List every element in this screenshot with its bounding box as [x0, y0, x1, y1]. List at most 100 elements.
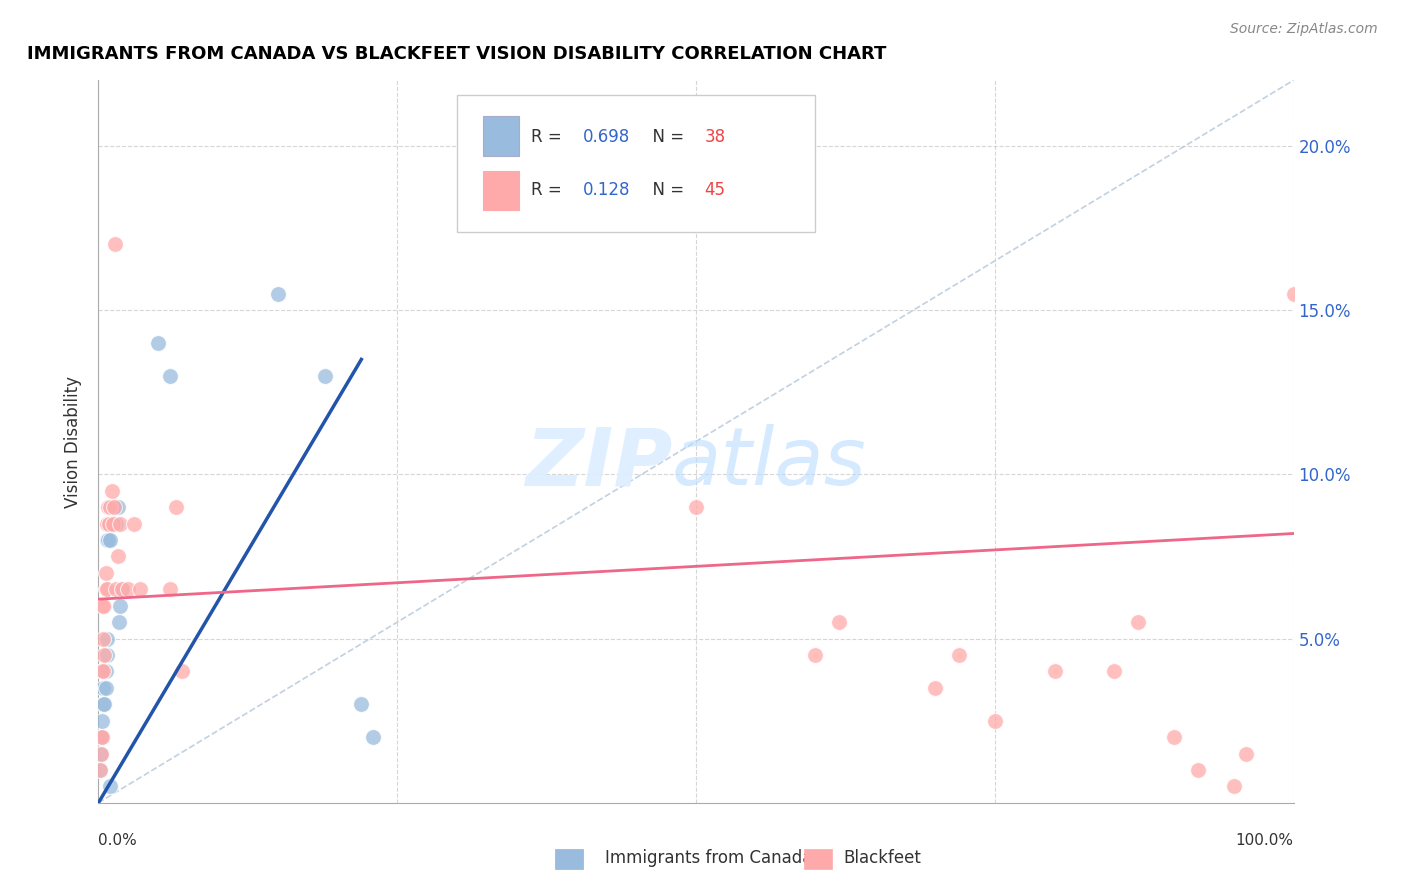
Point — [98, 780, 122, 794]
Point — [94, 665, 117, 679]
Point — [91, 632, 114, 646]
Point — [148, 336, 170, 351]
Point — [101, 516, 124, 531]
Point — [129, 582, 152, 597]
Point — [105, 582, 128, 597]
Point — [315, 368, 337, 383]
Point — [98, 533, 122, 547]
Point — [103, 516, 125, 531]
Point — [97, 533, 120, 547]
Point — [89, 763, 111, 777]
Point — [267, 286, 290, 301]
Point — [363, 730, 385, 744]
Point — [100, 516, 122, 531]
Text: 0.0%: 0.0% — [98, 833, 138, 848]
Point — [94, 681, 117, 695]
Point — [91, 665, 114, 679]
Point — [1187, 763, 1209, 777]
Point — [159, 582, 181, 597]
Point — [91, 730, 114, 744]
Text: 45: 45 — [704, 181, 725, 199]
Point — [98, 516, 121, 531]
FancyBboxPatch shape — [484, 170, 519, 211]
Point — [124, 516, 146, 531]
Text: Blackfeet: Blackfeet — [844, 849, 921, 867]
Point — [91, 665, 114, 679]
Point — [1234, 747, 1257, 761]
Point — [101, 500, 124, 515]
Point — [828, 615, 851, 630]
Point — [924, 681, 946, 695]
Point — [984, 714, 1007, 728]
Point — [93, 648, 115, 662]
Point — [98, 500, 121, 515]
Point — [93, 665, 115, 679]
Point — [98, 500, 122, 515]
Point — [350, 698, 373, 712]
FancyBboxPatch shape — [484, 116, 519, 156]
Text: 100.0%: 100.0% — [1236, 833, 1294, 848]
Text: N =: N = — [643, 128, 689, 145]
Text: atlas: atlas — [672, 425, 868, 502]
Point — [100, 483, 122, 498]
Text: Source: ZipAtlas.com: Source: ZipAtlas.com — [1230, 22, 1378, 37]
Point — [159, 368, 181, 383]
FancyBboxPatch shape — [457, 95, 815, 232]
Point — [111, 582, 134, 597]
Y-axis label: Vision Disability: Vision Disability — [65, 376, 83, 508]
Point — [103, 500, 125, 515]
Point — [91, 681, 114, 695]
Point — [1223, 780, 1246, 794]
Point — [804, 648, 827, 662]
Point — [90, 730, 112, 744]
Point — [89, 763, 111, 777]
Point — [165, 500, 187, 515]
Point — [172, 665, 194, 679]
Point — [91, 730, 114, 744]
Point — [96, 648, 118, 662]
Point — [105, 516, 128, 531]
Point — [96, 533, 118, 547]
Point — [107, 500, 129, 515]
Point — [1128, 615, 1150, 630]
Point — [107, 549, 129, 564]
Text: 0.128: 0.128 — [582, 181, 630, 199]
Point — [90, 747, 112, 761]
Point — [685, 500, 707, 515]
Point — [103, 500, 125, 515]
Point — [1163, 730, 1185, 744]
Point — [96, 516, 118, 531]
Text: N =: N = — [643, 181, 689, 199]
Point — [96, 632, 118, 646]
Point — [1104, 665, 1126, 679]
Point — [97, 500, 120, 515]
Point — [1282, 286, 1305, 301]
Point — [948, 648, 970, 662]
Point — [108, 599, 131, 613]
Point — [97, 516, 120, 531]
Text: IMMIGRANTS FROM CANADA VS BLACKFEET VISION DISABILITY CORRELATION CHART: IMMIGRANTS FROM CANADA VS BLACKFEET VISI… — [27, 45, 886, 63]
Point — [98, 516, 121, 531]
Point — [94, 582, 117, 597]
Point — [1043, 665, 1066, 679]
Text: Immigrants from Canada: Immigrants from Canada — [605, 849, 811, 867]
Point — [93, 599, 115, 613]
Point — [111, 582, 134, 597]
Point — [90, 730, 112, 744]
Point — [104, 500, 127, 515]
Point — [108, 516, 131, 531]
Text: R =: R = — [531, 128, 567, 145]
Point — [96, 582, 118, 597]
Point — [117, 582, 139, 597]
Text: ZIP: ZIP — [524, 425, 672, 502]
Point — [91, 599, 114, 613]
Point — [100, 500, 122, 515]
Point — [104, 237, 127, 252]
Text: R =: R = — [531, 181, 567, 199]
Text: 38: 38 — [704, 128, 725, 145]
Point — [94, 566, 117, 580]
Point — [98, 500, 122, 515]
Point — [90, 747, 112, 761]
Point — [93, 698, 115, 712]
Point — [91, 698, 114, 712]
